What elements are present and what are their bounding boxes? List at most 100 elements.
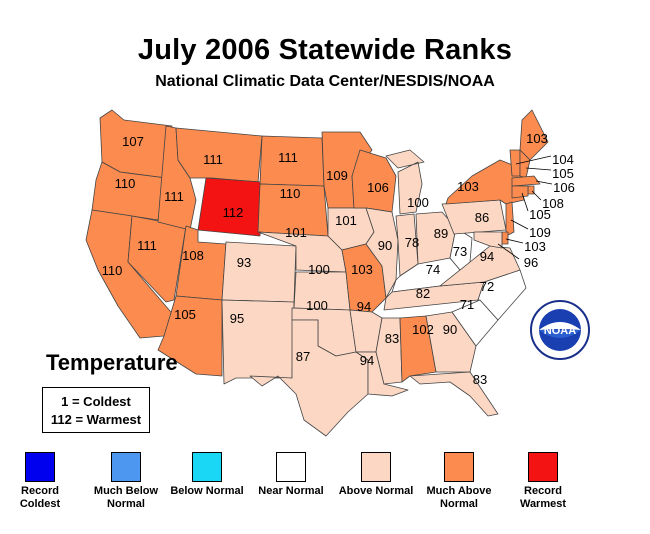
legend-item: Above Normal <box>336 452 416 498</box>
legend-label: Above Normal <box>338 485 414 497</box>
rank-label-fl: 83 <box>473 372 487 387</box>
state-tx <box>249 319 369 437</box>
rank-label-wv: 73 <box>453 244 467 259</box>
rank-label-nh: 105 <box>552 166 574 181</box>
state-ga <box>425 311 477 373</box>
rank-label-al: 102 <box>412 322 434 337</box>
legend-label: Record Coldest <box>19 485 61 510</box>
legend-swatch <box>25 452 55 482</box>
rank-label-ia: 101 <box>335 213 357 228</box>
legend-item: Much Above Normal <box>419 452 499 510</box>
rank-label-il: 90 <box>378 238 392 253</box>
rank-label-ri: 108 <box>542 196 564 211</box>
legend-swatch <box>192 452 222 482</box>
leader-line-de <box>505 238 524 244</box>
legend-label: Much Below Normal <box>93 485 159 510</box>
legend-swatch <box>111 452 141 482</box>
state-ms <box>375 317 403 385</box>
rank-key-box: 1 = Coldest 112 = Warmest <box>42 387 150 433</box>
state-ct <box>511 185 529 199</box>
seal-text: NOAA <box>544 325 576 337</box>
legend-item: Record Warmest <box>503 452 583 510</box>
legend-item: Below Normal <box>167 452 247 498</box>
rank-label-va: 94 <box>480 249 494 264</box>
state-ri <box>527 185 535 195</box>
map-subtitle: National Climatic Data Center/NESDIS/NOA… <box>155 73 495 90</box>
rank-label-ny: 103 <box>457 179 479 194</box>
rank-label-mt: 111 <box>203 152 223 167</box>
rank-label-id: 111 <box>164 189 184 204</box>
state-al <box>399 315 437 383</box>
state-nj <box>505 201 515 237</box>
state-fl <box>409 371 499 417</box>
rank-label-mn: 109 <box>326 168 348 183</box>
rank-label-me: 103 <box>526 131 548 146</box>
leader-line-nj <box>510 219 529 230</box>
rank-key-coldest: 1 = Coldest <box>61 394 131 409</box>
state-wy <box>197 177 263 237</box>
leader-line-vt <box>515 155 552 165</box>
rank-label-wi: 106 <box>367 180 389 195</box>
state-ma <box>511 175 541 187</box>
rank-label-de: 103 <box>524 239 546 254</box>
rank-label-ct: 105 <box>529 207 551 222</box>
rank-label-mi: 100 <box>407 195 429 210</box>
rank-label-or: 110 <box>115 176 136 191</box>
state-co <box>221 241 297 303</box>
rank-key-warmest: 112 = Warmest <box>50 412 142 427</box>
rank-label-tx: 87 <box>296 349 310 364</box>
rank-label-ar: 94 <box>357 299 371 314</box>
rank-label-in: 78 <box>405 235 419 250</box>
rank-label-az: 105 <box>174 307 196 322</box>
state-mi <box>385 149 425 215</box>
rank-label-mo: 103 <box>351 262 373 277</box>
leader-line-ri <box>531 190 542 201</box>
rank-label-co: 93 <box>237 255 251 270</box>
rank-label-nd: 111 <box>278 150 298 165</box>
legend-swatch <box>361 452 391 482</box>
legend-swatch <box>276 452 306 482</box>
rank-label-vt: 104 <box>552 152 574 167</box>
rank-label-sd: 110 <box>280 186 301 201</box>
leader-line-nh <box>525 167 552 171</box>
rank-label-ne: 101 <box>285 225 307 240</box>
rank-label-oh: 89 <box>434 226 448 241</box>
state-vt <box>509 149 521 177</box>
legend-item: Much Below Normal <box>86 452 166 510</box>
legend-item: Near Normal <box>251 452 331 498</box>
leader-line-md <box>497 243 520 260</box>
legend-swatch <box>444 452 474 482</box>
map-title: July 2006 Statewide Ranks <box>137 34 513 66</box>
section-label: Temperature <box>46 350 178 375</box>
rank-label-ms: 83 <box>385 331 399 346</box>
legend-swatch <box>528 452 558 482</box>
leader-line-ct <box>521 192 529 212</box>
rank-label-ga: 90 <box>443 322 457 337</box>
rank-label-ut: 108 <box>182 248 204 263</box>
rank-label-tn: 82 <box>416 286 430 301</box>
legend-label: Below Normal <box>170 485 244 497</box>
rank-label-ma: 106 <box>553 180 575 195</box>
rank-label-ok: 100 <box>306 298 328 313</box>
state-md <box>473 231 503 249</box>
rank-label-ks: 100 <box>308 262 330 277</box>
state-me <box>519 109 549 161</box>
rank-label-ky: 74 <box>426 262 440 277</box>
legend-label: Much Above Normal <box>426 485 492 510</box>
rank-label-md: 96 <box>524 255 538 270</box>
leader-line-ma <box>535 180 553 185</box>
rank-label-wa: 107 <box>122 134 144 149</box>
rank-label-nc: 72 <box>480 279 494 294</box>
rank-label-wy: 112 <box>223 205 244 220</box>
rank-label-nm: 95 <box>230 311 244 326</box>
rank-label-pa: 86 <box>475 210 489 225</box>
rank-label-nv: 111 <box>137 238 157 253</box>
legend-item: Record Coldest <box>0 452 80 510</box>
rank-label-nj: 109 <box>529 225 551 240</box>
rank-label-la: 94 <box>360 353 374 368</box>
noaa-seal-icon: NOAA <box>530 300 590 360</box>
legend-label: Near Normal <box>258 485 324 497</box>
state-de <box>501 231 509 245</box>
legend-label: Record Warmest <box>519 485 567 510</box>
